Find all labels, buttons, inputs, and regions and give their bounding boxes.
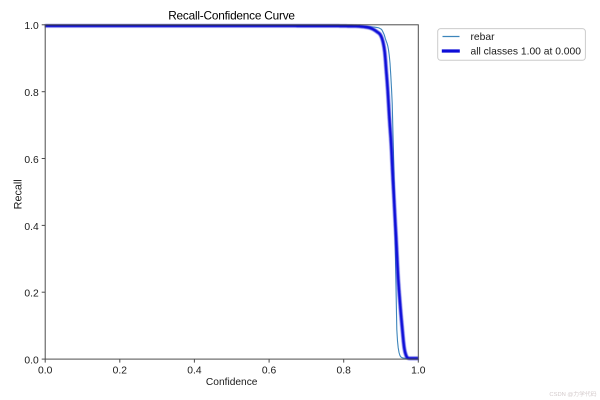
svg-text:0.2: 0.2: [24, 289, 39, 300]
svg-text:0.8: 0.8: [337, 366, 352, 377]
svg-text:Confidence: Confidence: [206, 377, 258, 388]
svg-text:0.0: 0.0: [38, 366, 53, 377]
svg-text:0.0: 0.0: [24, 356, 39, 367]
svg-text:1.0: 1.0: [24, 21, 39, 32]
svg-text:1.0: 1.0: [411, 366, 426, 377]
svg-text:0.6: 0.6: [24, 155, 39, 166]
svg-text:0.8: 0.8: [24, 88, 39, 99]
svg-text:all classes 1.00 at 0.000: all classes 1.00 at 0.000: [471, 47, 582, 58]
svg-text:0.2: 0.2: [113, 366, 128, 377]
svg-text:0.6: 0.6: [262, 366, 277, 377]
svg-text:CSDN @力学代码: CSDN @力学代码: [549, 390, 596, 398]
svg-text:0.4: 0.4: [187, 366, 202, 377]
svg-text:Recall-Confidence Curve: Recall-Confidence Curve: [168, 9, 295, 23]
svg-text:0.4: 0.4: [24, 222, 39, 233]
svg-text:Recall: Recall: [13, 179, 25, 209]
svg-text:rebar: rebar: [471, 32, 496, 43]
